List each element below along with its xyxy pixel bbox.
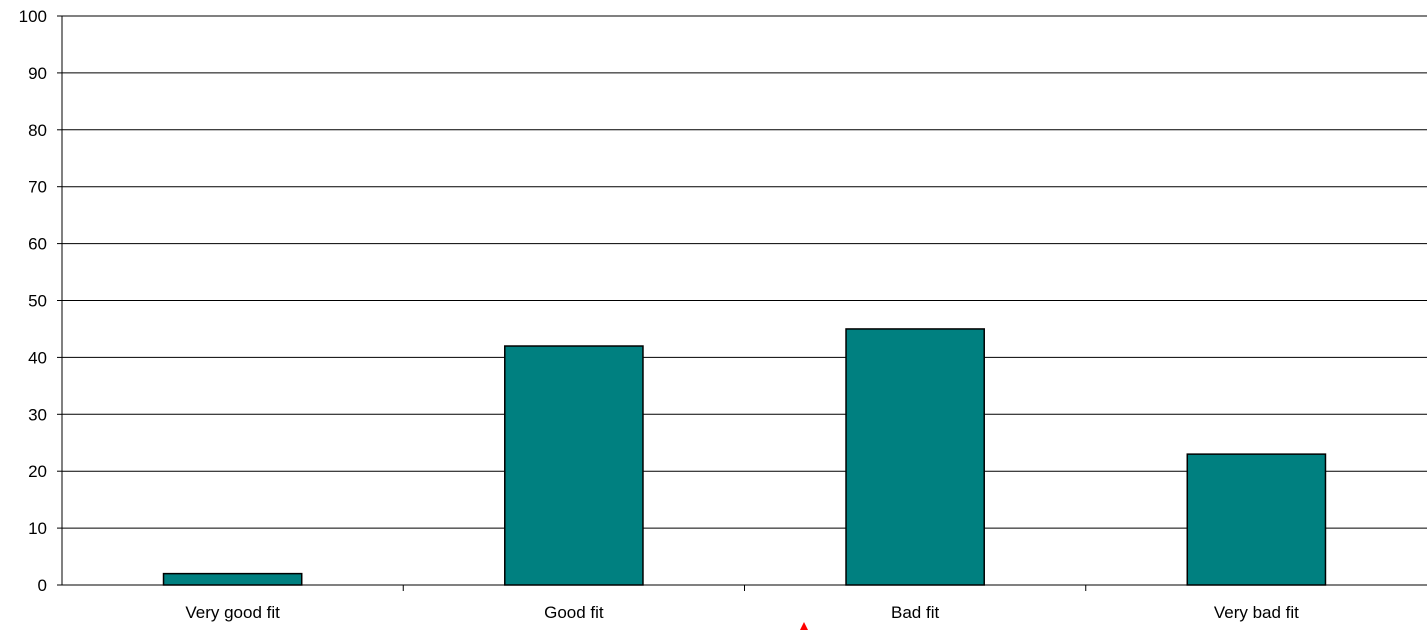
y-tick-label: 20 bbox=[28, 462, 47, 481]
y-tick-labels: 0 10 20 30 40 50 60 70 80 90 100 bbox=[19, 7, 47, 595]
y-tick-label: 0 bbox=[38, 576, 47, 595]
y-tick-label: 10 bbox=[28, 519, 47, 538]
bar-very-bad-fit bbox=[1186, 453, 1327, 586]
y-tick-label: 70 bbox=[28, 178, 47, 197]
x-category-label: Good fit bbox=[544, 603, 604, 622]
x-category-label: Very good fit bbox=[185, 603, 280, 622]
axes bbox=[57, 15, 1427, 591]
y-tick-label: 50 bbox=[28, 292, 47, 311]
y-tick-label: 80 bbox=[28, 121, 47, 140]
y-tick-label: 40 bbox=[28, 348, 47, 367]
red-triangle-marker-icon bbox=[800, 622, 808, 630]
bar-bad-fit bbox=[845, 328, 985, 586]
y-tick-label: 60 bbox=[28, 235, 47, 254]
bar-very-good-fit bbox=[162, 572, 303, 586]
bar-good-fit bbox=[504, 345, 644, 586]
x-category-label: Very bad fit bbox=[1214, 603, 1299, 622]
y-tick-label: 100 bbox=[19, 7, 47, 26]
x-category-labels: Very good fit Good fit Bad fit Very bad fit bbox=[185, 603, 1299, 622]
y-tick-label: 90 bbox=[28, 64, 47, 83]
bars bbox=[162, 328, 1327, 586]
gridlines bbox=[62, 15, 1427, 529]
y-tick-label: 30 bbox=[28, 405, 47, 424]
x-category-label: Bad fit bbox=[891, 603, 939, 622]
